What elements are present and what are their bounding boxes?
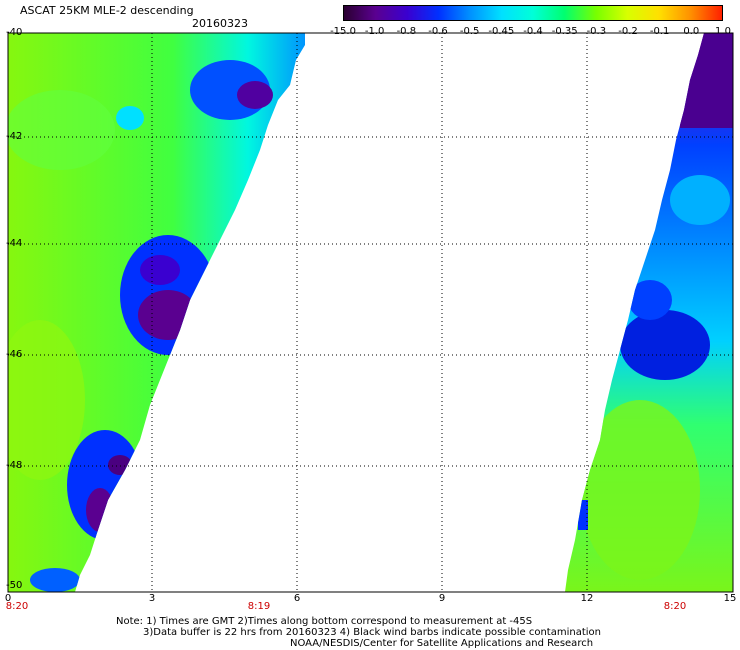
time-label-middle: 8:19: [247, 601, 271, 612]
note-line-3: NOAA/NESDIS/Center for Satellite Applica…: [290, 638, 594, 649]
lat-label-48: -48: [6, 460, 23, 471]
color-scale-label: -0.35: [551, 26, 578, 37]
note-line-2: 3)Data buffer is 22 hrs from 20160323 4)…: [143, 627, 601, 638]
lon-label-12: 12: [580, 593, 594, 604]
color-scale-label: 0.0: [683, 26, 700, 37]
color-scale-label: -1.0: [364, 26, 385, 37]
time-label-left: 8:20: [5, 601, 29, 612]
lat-label-50: -50: [6, 580, 23, 591]
image-title: ASCAT 25KM MLE-2 descending: [20, 4, 194, 17]
color-scale-label: -0.6: [428, 26, 448, 37]
color-scale-label: -0.2: [618, 26, 638, 37]
note-line-1: Note: 1) Times are GMT 2)Times along bot…: [116, 616, 533, 627]
color-scale-label: 1.0: [715, 26, 731, 37]
color-scale-label: -0.5: [459, 26, 480, 37]
lon-label-6: 6: [293, 593, 301, 604]
color-scale-label: -0.1: [649, 26, 670, 37]
map-frame: [7, 32, 734, 593]
time-label-right: 8:20: [663, 601, 687, 612]
color-scale-label: -0.3: [586, 26, 607, 37]
lat-label-46: -46: [6, 349, 23, 360]
lon-label-9: 9: [438, 593, 446, 604]
lon-label-3: 3: [148, 593, 156, 604]
image-date: 20160323: [192, 17, 248, 30]
color-scale-label: -15.0: [330, 26, 356, 37]
lat-label-42: -42: [6, 131, 23, 142]
color-scale-label: -0.4: [523, 26, 543, 37]
right-swath: [565, 33, 733, 592]
color-scale-label: -0.8: [396, 26, 417, 37]
lat-label-44: -44: [6, 238, 23, 249]
left-swath: [8, 33, 305, 592]
lat-label-40: -40: [6, 27, 23, 38]
lat-lon-grid: [8, 33, 733, 592]
color-scale-bar: [343, 5, 723, 21]
lon-label-15: 15: [723, 593, 737, 604]
color-scale-label: -0.45: [488, 26, 515, 37]
lon-label-0: 0: [4, 593, 12, 604]
